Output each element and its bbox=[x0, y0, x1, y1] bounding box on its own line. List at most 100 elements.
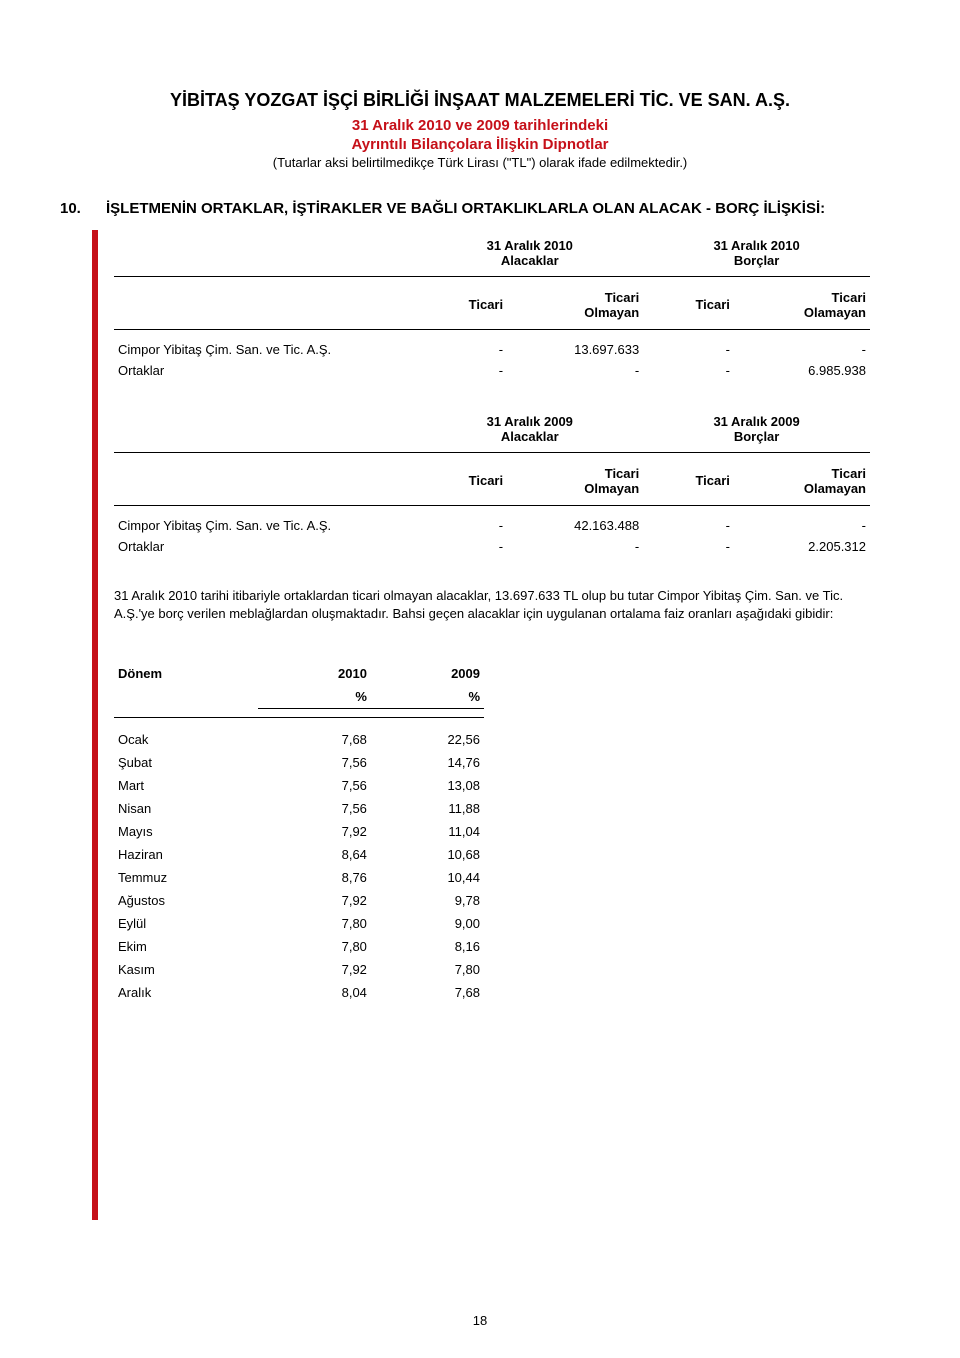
table-row: Temmuz8,7610,44 bbox=[114, 866, 484, 889]
month-label: Nisan bbox=[114, 797, 258, 820]
month-label: Mayıs bbox=[114, 820, 258, 843]
table-row: Cimpor Yibitaş Çim. San. ve Tic. A.Ş. - … bbox=[114, 339, 870, 360]
cell: - bbox=[507, 360, 643, 381]
col-2010: 2010 bbox=[258, 662, 371, 685]
cell: 10,68 bbox=[371, 843, 484, 866]
col-ticari-olmayan-b: Olmayan bbox=[584, 305, 639, 320]
cell: - bbox=[643, 536, 734, 557]
cell: 7,56 bbox=[258, 751, 371, 774]
cell: 7,56 bbox=[258, 774, 371, 797]
t2010-head-right: 31 Aralık 2010 bbox=[713, 238, 799, 253]
table-row: Kasım7,927,80 bbox=[114, 958, 484, 981]
cell: 7,68 bbox=[371, 981, 484, 1004]
row-label: Cimpor Yibitaş Çim. San. ve Tic. A.Ş. bbox=[114, 339, 416, 360]
company-name: YİBİTAŞ YOZGAT İŞÇİ BİRLİĞİ İNŞAAT MALZE… bbox=[90, 90, 870, 111]
col-ticari-olamayan-a: Ticari bbox=[832, 290, 866, 305]
cell: 7,80 bbox=[371, 958, 484, 981]
pct-2009: % bbox=[371, 685, 484, 709]
cell: 6.985.938 bbox=[734, 360, 870, 381]
cell: 8,64 bbox=[258, 843, 371, 866]
table-2010: 31 Aralık 2010 Alacaklar 31 Aralık 2010 … bbox=[114, 235, 870, 381]
month-label: Haziran bbox=[114, 843, 258, 866]
cell: 9,78 bbox=[371, 889, 484, 912]
cell: 7,92 bbox=[258, 889, 371, 912]
col-ticari-2: Ticari bbox=[643, 463, 734, 499]
t2009-head-right-sub: Borçlar bbox=[734, 429, 780, 444]
month-label: Eylül bbox=[114, 912, 258, 935]
t2009-head-left-sub: Alacaklar bbox=[501, 429, 559, 444]
table-row: Haziran8,6410,68 bbox=[114, 843, 484, 866]
t2010-head-left: 31 Aralık 2010 bbox=[487, 238, 573, 253]
cell: - bbox=[416, 339, 507, 360]
paragraph: 31 Aralık 2010 tarihi itibariyle ortakla… bbox=[114, 587, 870, 622]
table-row: Nisan7,5611,88 bbox=[114, 797, 484, 820]
col-ticari-olmayan-a: Ticari bbox=[605, 466, 639, 481]
t2009-head-left: 31 Aralık 2009 bbox=[487, 414, 573, 429]
col-ticari-olamayan-b: Olamayan bbox=[804, 305, 866, 320]
table-row: Ortaklar - - - 2.205.312 bbox=[114, 536, 870, 557]
cell: 7,68 bbox=[258, 728, 371, 751]
col-ticari-1: Ticari bbox=[416, 287, 507, 323]
cell: 7,80 bbox=[258, 935, 371, 958]
month-label: Kasım bbox=[114, 958, 258, 981]
page-number: 18 bbox=[0, 1313, 960, 1328]
page: YİBİTAŞ YOZGAT İŞÇİ BİRLİĞİ İNŞAAT MALZE… bbox=[0, 0, 960, 1358]
table-row: Mayıs7,9211,04 bbox=[114, 820, 484, 843]
col-ticari-olamayan-a: Ticari bbox=[832, 466, 866, 481]
col-2009: 2009 bbox=[371, 662, 484, 685]
month-label: Mart bbox=[114, 774, 258, 797]
content: 31 Aralık 2010 Alacaklar 31 Aralık 2010 … bbox=[114, 235, 870, 1004]
cell: 13,08 bbox=[371, 774, 484, 797]
cell: 22,56 bbox=[371, 728, 484, 751]
cell: 8,04 bbox=[258, 981, 371, 1004]
cell: 9,00 bbox=[371, 912, 484, 935]
pct-2010: % bbox=[258, 685, 371, 709]
cell: 11,88 bbox=[371, 797, 484, 820]
table-row: Aralık8,047,68 bbox=[114, 981, 484, 1004]
cell: 14,76 bbox=[371, 751, 484, 774]
table-row: Şubat7,5614,76 bbox=[114, 751, 484, 774]
month-label: Şubat bbox=[114, 751, 258, 774]
cell: - bbox=[416, 360, 507, 381]
section-title: İŞLETMENİN ORTAKLAR, İŞTİRAKLER VE BAĞLI… bbox=[98, 200, 825, 217]
table-row: Ortaklar - - - 6.985.938 bbox=[114, 360, 870, 381]
table-row: Cimpor Yibitaş Çim. San. ve Tic. A.Ş. - … bbox=[114, 515, 870, 536]
cell: 7,92 bbox=[258, 820, 371, 843]
col-ticari-olmayan-a: Ticari bbox=[605, 290, 639, 305]
section-heading: 10. İŞLETMENİN ORTAKLAR, İŞTİRAKLER VE B… bbox=[60, 200, 870, 217]
subtitle-note: (Tutarlar aksi belirtilmedikçe Türk Lira… bbox=[90, 155, 870, 170]
table-row: Ağustos7,929,78 bbox=[114, 889, 484, 912]
cell: - bbox=[416, 515, 507, 536]
cell: - bbox=[643, 515, 734, 536]
t2010-head-right-sub: Borçlar bbox=[734, 253, 780, 268]
row-label: Ortaklar bbox=[114, 536, 416, 557]
cell: - bbox=[643, 339, 734, 360]
cell: - bbox=[416, 536, 507, 557]
cell: 13.697.633 bbox=[507, 339, 643, 360]
table-row: Mart7,5613,08 bbox=[114, 774, 484, 797]
col-ticari-1: Ticari bbox=[416, 463, 507, 499]
col-ticari-olamayan-b: Olamayan bbox=[804, 481, 866, 496]
cell: - bbox=[734, 339, 870, 360]
cell: 8,76 bbox=[258, 866, 371, 889]
cell: 10,44 bbox=[371, 866, 484, 889]
red-sidebar bbox=[92, 230, 98, 1220]
rate-table: Dönem 2010 2009 % % Ocak7,6822,56Şubat7,… bbox=[114, 662, 484, 1004]
t2010-head-left-sub: Alacaklar bbox=[501, 253, 559, 268]
col-donem: Dönem bbox=[114, 662, 258, 685]
month-label: Ocak bbox=[114, 728, 258, 751]
col-ticari-olmayan-b: Olmayan bbox=[584, 481, 639, 496]
cell: - bbox=[507, 536, 643, 557]
t2009-head-right: 31 Aralık 2009 bbox=[713, 414, 799, 429]
month-label: Temmuz bbox=[114, 866, 258, 889]
table-row: Ekim7,808,16 bbox=[114, 935, 484, 958]
subtitle-line2: Ayrıntılı Bilançolara İlişkin Dipnotlar bbox=[90, 136, 870, 153]
cell: - bbox=[734, 515, 870, 536]
table-row: Eylül7,809,00 bbox=[114, 912, 484, 935]
month-label: Aralık bbox=[114, 981, 258, 1004]
section-number: 10. bbox=[60, 200, 98, 217]
cell: 7,56 bbox=[258, 797, 371, 820]
row-label: Cimpor Yibitaş Çim. San. ve Tic. A.Ş. bbox=[114, 515, 416, 536]
subtitle-line1: 31 Aralık 2010 ve 2009 tarihlerindeki bbox=[90, 117, 870, 134]
cell: 11,04 bbox=[371, 820, 484, 843]
